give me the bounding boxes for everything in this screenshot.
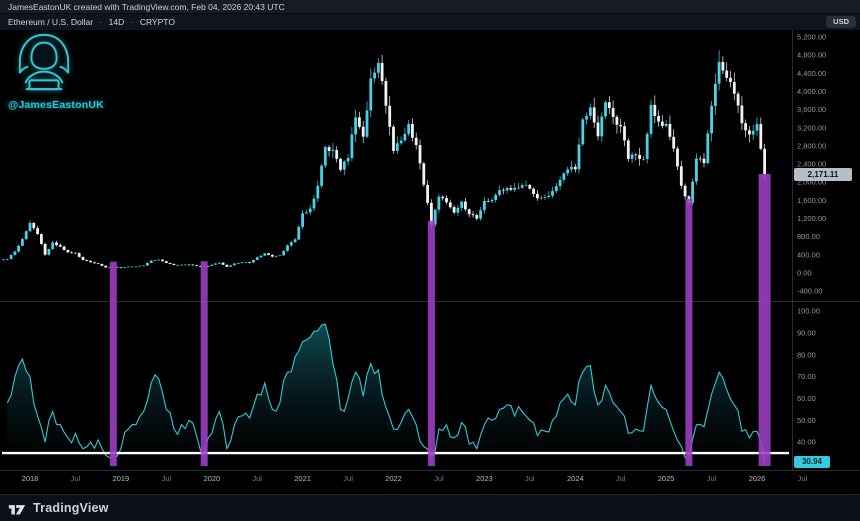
svg-text:2024: 2024	[567, 474, 584, 483]
time-axis[interactable]: 2018 Jul 2019 Jul 2020 Jul 2021 Jul 2022 Jul 2023 J…	[22, 474, 808, 483]
svg-text:2020: 2020	[203, 474, 220, 483]
oscillator-series	[6, 323, 766, 468]
price-axis[interactable]: 5,200.00 4,800.00 4,400.00 4,000.00 3,600.00…	[797, 33, 826, 296]
symbol-bar: Ethereum / U.S. Dollar · 14D · CRYPTO US…	[0, 14, 860, 30]
svg-text:Jul: Jul	[252, 474, 262, 483]
svg-text:800.00: 800.00	[797, 232, 820, 241]
svg-text:2,800.00: 2,800.00	[797, 142, 826, 151]
svg-text:3,200.00: 3,200.00	[797, 123, 826, 132]
currency-toggle-button[interactable]: USD	[826, 16, 856, 28]
svg-text:2026: 2026	[749, 474, 766, 483]
watermark: @JamesEastonUK	[8, 32, 128, 111]
oscillator-value-badge: 30.94	[794, 456, 830, 468]
last-price-badge: 2,171.11	[794, 168, 852, 181]
svg-text:Jul: Jul	[525, 474, 535, 483]
svg-text:2019: 2019	[113, 474, 130, 483]
tradingview-brand-text[interactable]: TradingView	[33, 501, 109, 515]
attribution-text: JamesEastonUK created with TradingView.c…	[8, 2, 285, 12]
svg-text:2023: 2023	[476, 474, 493, 483]
svg-text:2021: 2021	[294, 474, 311, 483]
svg-text:70.00: 70.00	[797, 372, 816, 381]
svg-text:1,200.00: 1,200.00	[797, 214, 826, 223]
separator-dot: ·	[99, 17, 103, 27]
svg-text:2018: 2018	[22, 474, 39, 483]
svg-text:3,600.00: 3,600.00	[797, 105, 826, 114]
attribution-bar: JamesEastonUK created with TradingView.c…	[0, 0, 860, 14]
svg-text:4,400.00: 4,400.00	[797, 69, 826, 78]
svg-text:100.00: 100.00	[797, 307, 820, 316]
separator-dot: ·	[130, 17, 134, 27]
svg-text:Jul: Jul	[71, 474, 81, 483]
market-type-label: CRYPTO	[139, 17, 175, 27]
svg-text:Jul: Jul	[162, 474, 172, 483]
svg-text:2025: 2025	[658, 474, 675, 483]
highlight-bars	[109, 174, 771, 467]
oscillator-axis[interactable]: 100.0090.0080.0070.0060.0050.0040.0030.0…	[797, 307, 820, 469]
candlestick-series	[2, 50, 766, 269]
svg-text:Jul: Jul	[798, 474, 808, 483]
svg-text:4,800.00: 4,800.00	[797, 51, 826, 60]
symbol-name[interactable]: Ethereum / U.S. Dollar	[8, 17, 94, 27]
watermark-handle: @JamesEastonUK	[8, 99, 104, 111]
svg-text:5,200.00: 5,200.00	[797, 33, 826, 42]
footer-bar: TradingView	[0, 494, 860, 521]
svg-text:2,000.00: 2,000.00	[797, 178, 826, 187]
svg-text:4,000.00: 4,000.00	[797, 87, 826, 96]
svg-text:2,400.00: 2,400.00	[797, 160, 826, 169]
svg-text:1,600.00: 1,600.00	[797, 196, 826, 205]
svg-text:40.00: 40.00	[797, 438, 816, 447]
svg-text:Jul: Jul	[616, 474, 626, 483]
svg-text:400.00: 400.00	[797, 250, 820, 259]
svg-text:0.00: 0.00	[797, 269, 812, 278]
svg-text:Jul: Jul	[434, 474, 444, 483]
tradingview-logo-icon[interactable]	[8, 501, 26, 516]
svg-text:Jul: Jul	[707, 474, 717, 483]
hacker-logo-icon	[18, 33, 70, 91]
svg-text:-400.00: -400.00	[797, 287, 822, 296]
svg-text:2022: 2022	[385, 474, 402, 483]
svg-text:60.00: 60.00	[797, 394, 816, 403]
svg-text:90.00: 90.00	[797, 329, 816, 338]
svg-text:80.00: 80.00	[797, 350, 816, 359]
svg-text:Jul: Jul	[343, 474, 353, 483]
interval-label[interactable]: 14D	[108, 17, 125, 27]
svg-text:50.00: 50.00	[797, 416, 816, 425]
